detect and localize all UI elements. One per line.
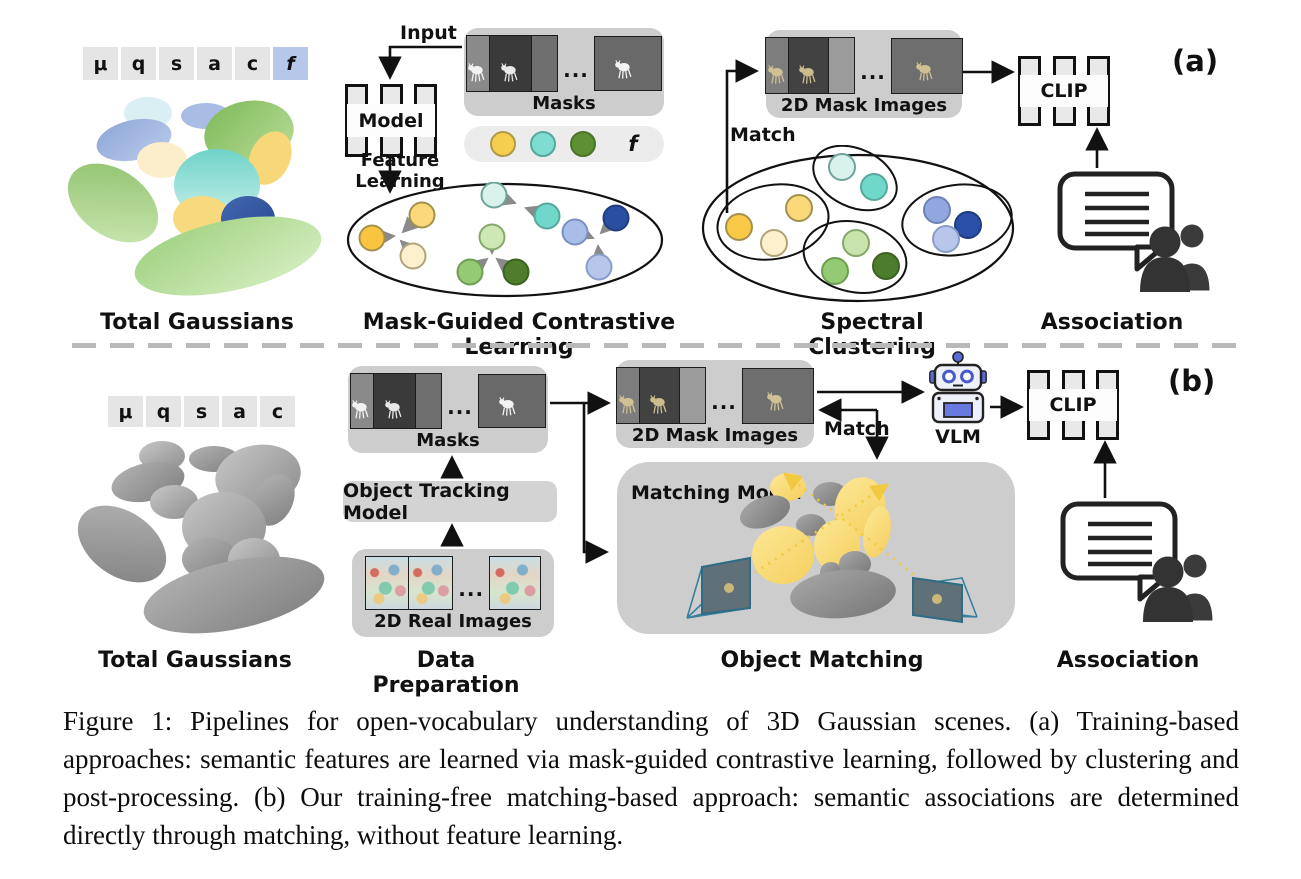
param-f-highlighted: f bbox=[273, 47, 308, 80]
masks-to-matching-arrow-b bbox=[582, 403, 609, 564]
clip-box-b: CLIP bbox=[1027, 370, 1119, 440]
mask-images-label-a: 2D Mask Images bbox=[780, 95, 948, 116]
real-images-panel: ... 2D Real Images bbox=[352, 549, 554, 637]
camera-frustum-right bbox=[912, 576, 978, 624]
vlm-robot-icon bbox=[929, 350, 987, 428]
figure-caption: Figure 1: Pipelines for open-vocabulary … bbox=[63, 706, 1239, 850]
matching-scene bbox=[686, 472, 978, 624]
model-label: Model bbox=[347, 103, 435, 138]
ellipsis: ... bbox=[447, 395, 473, 419]
association-label-a: Association bbox=[1040, 310, 1184, 335]
contrastive-learning-graph bbox=[346, 182, 664, 298]
gaussian-params-a: μ q s a c f bbox=[83, 47, 308, 80]
match-label-a: Match bbox=[730, 124, 796, 146]
total-gaussians-illustration-b bbox=[77, 441, 325, 634]
mask-images-label-b: 2D Mask Images bbox=[631, 425, 799, 446]
mask-images-panel-a: ... 2D Mask Images bbox=[765, 30, 963, 118]
section-divider bbox=[72, 343, 1242, 348]
real-images-label: 2D Real Images bbox=[374, 611, 532, 632]
data-preparation-label: Data Preparation bbox=[372, 648, 520, 698]
input-label: Input bbox=[400, 22, 457, 44]
real-image-pair bbox=[364, 556, 454, 610]
clip-box-a: CLIP bbox=[1018, 56, 1110, 126]
param-c: c bbox=[260, 396, 295, 427]
param-a: a bbox=[222, 396, 257, 427]
total-gaussians-label-b: Total Gaussians bbox=[98, 648, 292, 673]
param-q: q bbox=[146, 396, 181, 427]
object-tracking-model-label: Object Tracking Model bbox=[343, 479, 510, 524]
masks-panel-a: ... Masks bbox=[464, 28, 664, 116]
camera-frustum-left bbox=[686, 556, 751, 619]
clip-label-b: CLIP bbox=[1029, 388, 1117, 422]
mask-image-b bbox=[477, 374, 546, 428]
input-arrow bbox=[378, 45, 462, 80]
feature-symbol: f bbox=[628, 132, 638, 156]
association-icon-a bbox=[1055, 170, 1220, 292]
ellipsis: ... bbox=[860, 59, 886, 84]
mask-image-a bbox=[593, 36, 662, 91]
object-tracking-model-box: Object Tracking Model bbox=[343, 479, 557, 524]
masks-panel-b: ... Masks bbox=[348, 366, 548, 453]
param-a: a bbox=[197, 47, 232, 80]
ellipsis: ... bbox=[458, 577, 485, 601]
param-mu: μ bbox=[83, 47, 118, 80]
masks-label-a: Masks bbox=[532, 93, 596, 114]
param-mu: μ bbox=[108, 396, 143, 427]
mask-image-strip bbox=[765, 37, 856, 94]
panel-a-tag: (a) bbox=[1172, 44, 1219, 78]
masks-label-b: Masks bbox=[416, 430, 480, 451]
mask-image-strip-b bbox=[350, 373, 443, 429]
gaussian-params-b: μ q s a c bbox=[108, 396, 295, 427]
mask-image-strip-a bbox=[466, 35, 559, 92]
feature-pill: f bbox=[464, 126, 664, 162]
ellipsis: ... bbox=[711, 389, 737, 414]
object-matching-label: Object Matching bbox=[720, 648, 924, 673]
param-c: c bbox=[235, 47, 270, 80]
association-icon-b bbox=[1058, 500, 1223, 622]
match-label-b: Match bbox=[824, 418, 890, 440]
contrastive-label: Mask-Guided Contrastive Learning bbox=[362, 310, 676, 360]
ellipsis: ... bbox=[563, 57, 589, 82]
feature-circle-green bbox=[570, 131, 597, 157]
vlm-label: VLM bbox=[935, 426, 981, 448]
total-gaussians-label-a: Total Gaussians bbox=[100, 310, 294, 335]
association-label-b: Association bbox=[1056, 648, 1200, 673]
real-image bbox=[489, 556, 542, 610]
total-gaussians-illustration-a bbox=[67, 97, 322, 296]
mask-image bbox=[890, 37, 963, 94]
mask-image-strip bbox=[616, 367, 707, 424]
spectral-clustering-graph bbox=[701, 145, 1015, 303]
clip-label-a: CLIP bbox=[1020, 74, 1108, 108]
mask-image bbox=[741, 367, 814, 424]
param-q: q bbox=[121, 47, 156, 80]
model-box: Model bbox=[345, 84, 437, 157]
param-s: s bbox=[159, 47, 194, 80]
mask-images-panel-b: ... 2D Mask Images bbox=[616, 360, 814, 448]
panel-b-tag: (b) bbox=[1168, 364, 1216, 398]
matching-model-panel: Matching Model bbox=[617, 462, 1015, 634]
feature-circle-teal bbox=[530, 131, 557, 157]
feature-circle-yellow bbox=[490, 131, 517, 157]
param-s: s bbox=[184, 396, 219, 427]
